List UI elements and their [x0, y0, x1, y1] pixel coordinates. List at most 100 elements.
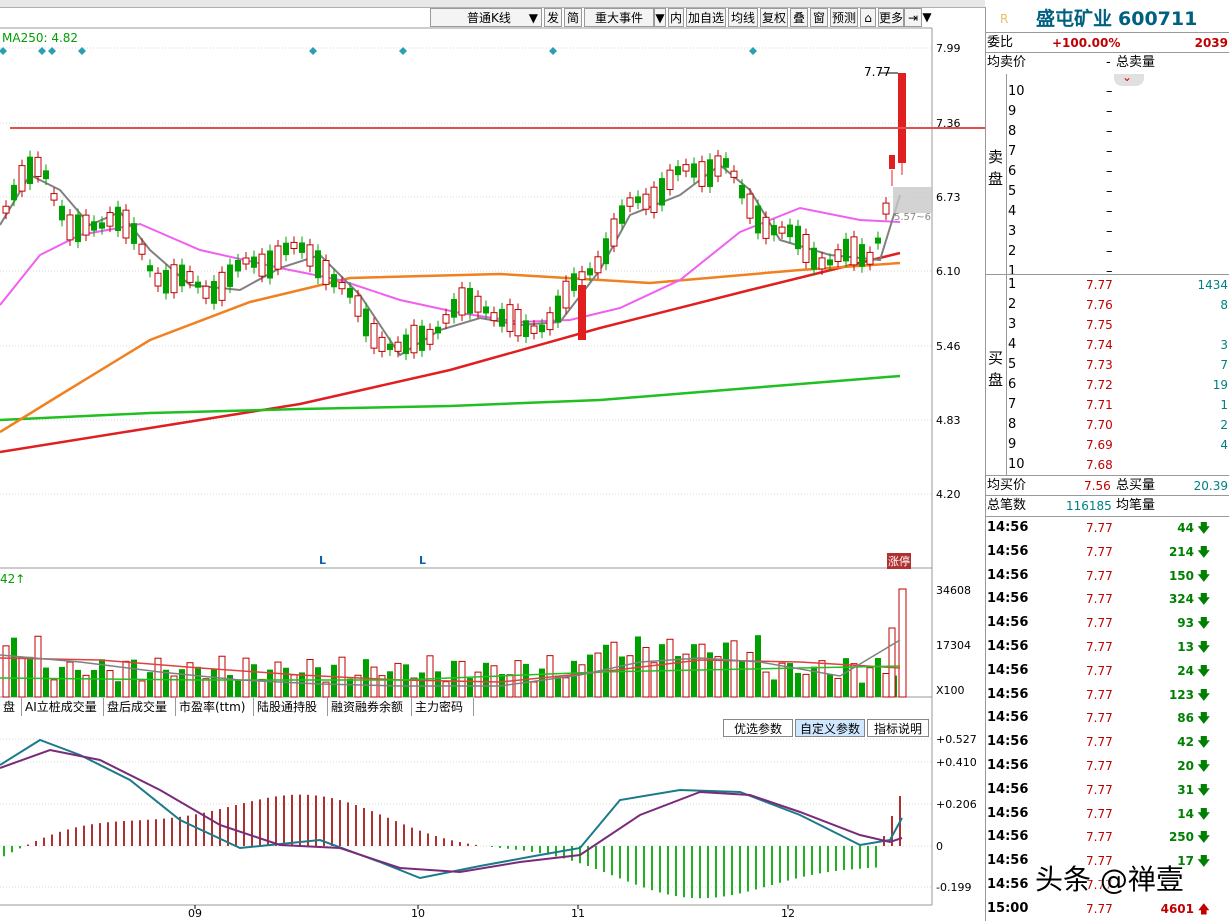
- buy-level-row[interactable]: 2 7.76 8: [986, 295, 1229, 315]
- chevron-down-icon[interactable]: ▼: [922, 10, 932, 24]
- buy-level-row[interactable]: 1 7.77 1434: [986, 275, 1229, 295]
- month-label: 11: [571, 907, 585, 920]
- indicator-help-button[interactable]: 指标说明: [867, 719, 929, 737]
- tab-after-hours-volume[interactable]: 盘后成交量: [104, 698, 176, 716]
- r-icon: R: [1000, 12, 1009, 26]
- candle-body-up: [378, 336, 386, 352]
- buy-level-row[interactable]: 6 7.72 19: [986, 375, 1229, 395]
- toolbar-button-add-favorite[interactable]: 加自选: [686, 8, 726, 27]
- tab-northbound[interactable]: 陆股通持股: [254, 698, 328, 716]
- level-num: 6: [1008, 164, 1017, 179]
- volume-bar-down: [523, 663, 529, 697]
- candle-body-down: [795, 225, 801, 250]
- lock-icon[interactable]: ⌂: [860, 8, 876, 27]
- candle-body-down: [691, 163, 697, 178]
- toolbar-button-ma[interactable]: 均线: [728, 8, 758, 27]
- tick-row: 14:56 7.77 324 🡇: [986, 587, 1229, 611]
- candle-body-up: [866, 251, 874, 265]
- buy-level-row[interactable]: 5 7.73 7: [986, 355, 1229, 375]
- kline-chart[interactable]: 7.99 7.36 6.73 6.10 5.46 4.83 4.20 34608 17304 X1…: [0, 0, 985, 921]
- candle-body-down: [283, 242, 289, 256]
- avg-vol-label: 均笔量: [1116, 498, 1156, 513]
- candle-body-up: [530, 325, 538, 334]
- volume-bar-down: [347, 678, 353, 697]
- buy-level-row[interactable]: 10 7.68: [986, 455, 1229, 475]
- kline-type-select[interactable]: 普通K线 ▼: [430, 8, 542, 27]
- tick-volume: 4601: [1160, 901, 1194, 916]
- sell-level-row[interactable]: 6–: [986, 162, 1229, 182]
- candle-body-down: [179, 264, 185, 287]
- sell-level-row[interactable]: 3–: [986, 222, 1229, 242]
- level-volume: 7: [1220, 358, 1228, 372]
- sell-level-row[interactable]: 5–: [986, 182, 1229, 202]
- toolbar-button-more[interactable]: 更多: [878, 8, 904, 27]
- buy-level-row[interactable]: 7 7.71 1: [986, 395, 1229, 415]
- skip-end-icon[interactable]: ⇥: [904, 8, 922, 27]
- volume-bar-down: [467, 678, 473, 697]
- arrow-down-icon: 🡇: [1197, 759, 1210, 773]
- volume-bar-down: [571, 660, 577, 697]
- events-dropdown[interactable]: ▼: [654, 8, 666, 27]
- volume-bar-up: [888, 627, 896, 698]
- toolbar-button-overlay[interactable]: 叠: [790, 8, 808, 27]
- arrow-down-icon: 🡇: [1197, 854, 1210, 869]
- buy-side-label-cell: 买盘: [986, 275, 1007, 475]
- candle-body-down: [211, 280, 217, 304]
- sell-side-label-cell: 卖盘: [986, 74, 1007, 274]
- preset-params-button[interactable]: 优选参数: [723, 719, 793, 737]
- level-price: 7.77: [1086, 278, 1113, 292]
- candle-body-down: [771, 225, 777, 236]
- price-gridlines: [0, 47, 932, 888]
- volume-bar-down: [859, 682, 865, 697]
- volume-bar-down: [419, 672, 425, 697]
- macd-tick-label: 0: [936, 840, 943, 853]
- price-tick-label: 6.73: [936, 191, 961, 204]
- buy-level-row[interactable]: 8 7.70 2: [986, 415, 1229, 435]
- volume-bar-down: [739, 660, 745, 697]
- sell-level-row[interactable]: 10 –: [986, 82, 1229, 102]
- tab-ai-volume[interactable]: AI立桩成交量: [22, 698, 104, 716]
- candle-body-down: [787, 224, 793, 238]
- candle-body-up: [258, 253, 266, 277]
- toolbar-button-adjust[interactable]: 复权: [760, 8, 788, 27]
- level-price: 7.75: [1086, 318, 1113, 332]
- top-menu-bar: [0, 0, 985, 8]
- tab-pan[interactable]: 盘: [0, 698, 22, 716]
- buy-level-row[interactable]: 4 7.74 3: [986, 335, 1229, 355]
- level-volume: 19: [1212, 378, 1228, 392]
- volume-bar-down: [59, 666, 65, 697]
- tick-time: 14:56: [987, 520, 1029, 535]
- sell-level-row[interactable]: 8–: [986, 122, 1229, 142]
- sell-level-row[interactable]: 7–: [986, 142, 1229, 162]
- volume-bar-down: [587, 654, 593, 697]
- tab-pe-ratio[interactable]: 市盈率(ttm): [176, 698, 254, 716]
- volume-bar-down: [811, 666, 817, 697]
- sell-level-row[interactable]: 4–: [986, 202, 1229, 222]
- volume-bar-down: [267, 669, 273, 697]
- level-price: 7.72: [1086, 378, 1113, 392]
- price-axis: 7.99 7.36 6.73 6.10 5.46 4.83 4.20 34608 17304 X1…: [188, 42, 977, 920]
- toolbar-button-events[interactable]: 重大事件: [584, 8, 654, 27]
- tab-main-force[interactable]: 主力密码: [412, 698, 474, 716]
- collapse-handle[interactable]: ⌄: [1114, 70, 1144, 86]
- candle-body-down: [451, 298, 457, 318]
- toolbar-button-jian[interactable]: 简: [564, 8, 582, 27]
- toolbar-button-fa[interactable]: 发: [544, 8, 562, 27]
- sell-level-row[interactable]: 2–: [986, 242, 1229, 262]
- buy-level-row[interactable]: 3 7.75: [986, 315, 1229, 335]
- arrow-down-icon: 🡇: [1197, 616, 1210, 631]
- toolbar-button-nei[interactable]: 内: [668, 8, 684, 27]
- level-price: –: [1106, 264, 1113, 279]
- buy-level-row[interactable]: 9 7.69 4: [986, 435, 1229, 455]
- tick-row: 14:56 7.77 93 🡇: [986, 611, 1229, 635]
- custom-params-button[interactable]: 自定义参数: [795, 719, 865, 737]
- sell-level-row[interactable]: 9–: [986, 102, 1229, 122]
- tab-margin-balance[interactable]: 融资融券余额: [328, 698, 412, 716]
- toolbar-button-predict[interactable]: 预测: [830, 8, 858, 27]
- candle-body-down: [811, 247, 817, 270]
- volume-ma-gray: [0, 639, 901, 687]
- sell-level-row[interactable]: 1–: [986, 262, 1229, 282]
- toolbar-button-window[interactable]: 窗: [810, 8, 828, 27]
- candle-body-up: [458, 287, 466, 316]
- weibi-label: 委比: [987, 35, 1014, 50]
